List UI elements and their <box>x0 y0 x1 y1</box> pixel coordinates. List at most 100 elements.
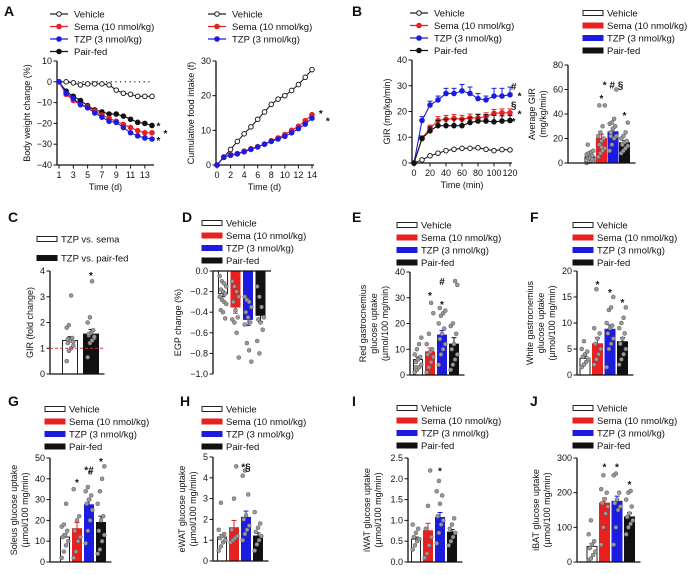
y-axis-label: (mg/kg/min) <box>538 90 548 138</box>
individual-point <box>258 320 263 325</box>
significance-marker: * <box>89 271 93 282</box>
legend-swatch <box>201 443 223 450</box>
individual-point <box>102 532 107 538</box>
legend-label: Sema (10 nmol/kg) <box>74 22 154 33</box>
data-point <box>127 91 134 98</box>
individual-point <box>601 136 606 141</box>
data-point <box>499 93 505 99</box>
legend-item: Sema (10 nmol/kg) <box>396 416 501 427</box>
y-tick-label: 0 <box>206 160 211 170</box>
individual-point <box>435 513 441 519</box>
individual-point <box>423 526 429 531</box>
individual-point <box>455 282 460 288</box>
y-tick-label: 30 <box>397 81 407 91</box>
individual-point <box>89 279 95 284</box>
y-tick-label: 0 <box>47 77 52 87</box>
legend-label: Pair-fed <box>434 46 467 57</box>
individual-point <box>623 305 629 310</box>
legend-marker <box>416 47 422 54</box>
individual-point <box>609 142 615 147</box>
x-tick-label: 1 <box>56 170 61 180</box>
legend-item: TZP (3 nmol/kg) <box>396 429 489 440</box>
bar-group-vehicle <box>579 338 591 376</box>
bar-group-tzp <box>240 468 252 562</box>
individual-point <box>630 518 636 523</box>
data-point <box>475 145 481 151</box>
data-point <box>302 121 309 127</box>
y-tick-label: 5 <box>203 452 208 462</box>
data-point <box>134 127 141 134</box>
y-tick-label: −30 <box>37 139 52 149</box>
x-tick-label: 60 <box>457 168 467 178</box>
panel-letter: A <box>4 3 14 19</box>
legend-label: Pair-fed <box>226 442 259 453</box>
data-point <box>483 97 489 103</box>
individual-point <box>243 512 249 518</box>
legend-swatch <box>396 234 418 241</box>
data-point <box>77 101 84 108</box>
x-tick-label: 0 <box>214 170 219 180</box>
data-point <box>84 81 91 87</box>
y-tick-label: −1.0 <box>190 369 208 379</box>
data-point <box>475 118 481 124</box>
individual-point <box>448 367 453 373</box>
series-sema <box>214 111 315 168</box>
y-tick-label: 15 <box>562 292 572 302</box>
individual-point <box>95 551 100 556</box>
y-tick-label: 200 <box>557 488 572 498</box>
legend-label: Pair-fed <box>607 46 640 57</box>
y-tick-label: 30 <box>201 56 211 66</box>
legend-item: Vehicle <box>50 10 105 21</box>
legend-item: Vehicle <box>44 405 100 416</box>
individual-point <box>591 325 597 331</box>
legend-label: Sema (10 nmol/kg) <box>69 417 149 428</box>
legend-item: Pair-fed <box>201 442 259 453</box>
y-tick-label: 4 <box>40 266 45 276</box>
individual-point <box>627 511 632 516</box>
data-point <box>227 146 234 153</box>
x-tick-label: 7 <box>99 170 104 180</box>
legend-label: Vehicle <box>597 221 628 232</box>
bar-group-tzp <box>83 470 95 563</box>
individual-point <box>438 522 444 527</box>
data-point <box>149 129 155 136</box>
individual-point <box>614 497 620 502</box>
legend-swatch <box>396 417 418 424</box>
y-tick-label: 40 <box>395 267 405 277</box>
individual-point <box>616 362 622 367</box>
legend-label: TZP vs. sema <box>61 235 120 246</box>
legend-item: Pair-fed <box>582 46 640 57</box>
individual-point <box>232 320 237 325</box>
data-point <box>491 147 497 154</box>
data-point <box>127 116 134 123</box>
individual-point <box>450 362 456 367</box>
legend-swatch <box>582 35 604 41</box>
individual-point <box>217 294 222 299</box>
panel-letter: C <box>8 209 18 225</box>
individual-point <box>233 464 239 469</box>
x-tick-label: 2 <box>228 170 233 180</box>
legend-label: Sema (10 nmol/kg) <box>597 233 677 244</box>
legend-label: TZP (3 nmol/kg) <box>607 34 675 45</box>
individual-point <box>426 543 432 548</box>
data-point <box>309 115 315 121</box>
data-point <box>467 119 473 126</box>
y-tick-label: −40 <box>37 160 52 170</box>
individual-point <box>100 513 106 519</box>
individual-point <box>598 130 603 135</box>
data-point <box>451 146 457 153</box>
y-tick-label: 3 <box>40 292 45 302</box>
panel-letter: B <box>352 3 362 19</box>
individual-point <box>249 304 254 310</box>
legend-swatch <box>201 431 223 437</box>
individual-point <box>71 343 76 348</box>
bar-group-vehicle <box>217 270 229 321</box>
individual-point <box>236 294 242 299</box>
data-point <box>491 119 497 125</box>
legend-label: Vehicle <box>597 404 628 415</box>
data-point <box>134 93 141 100</box>
bar-group-sema <box>591 286 604 376</box>
legend-item: Vehicle <box>582 9 638 20</box>
individual-point <box>434 541 439 546</box>
series-pair <box>56 79 155 129</box>
